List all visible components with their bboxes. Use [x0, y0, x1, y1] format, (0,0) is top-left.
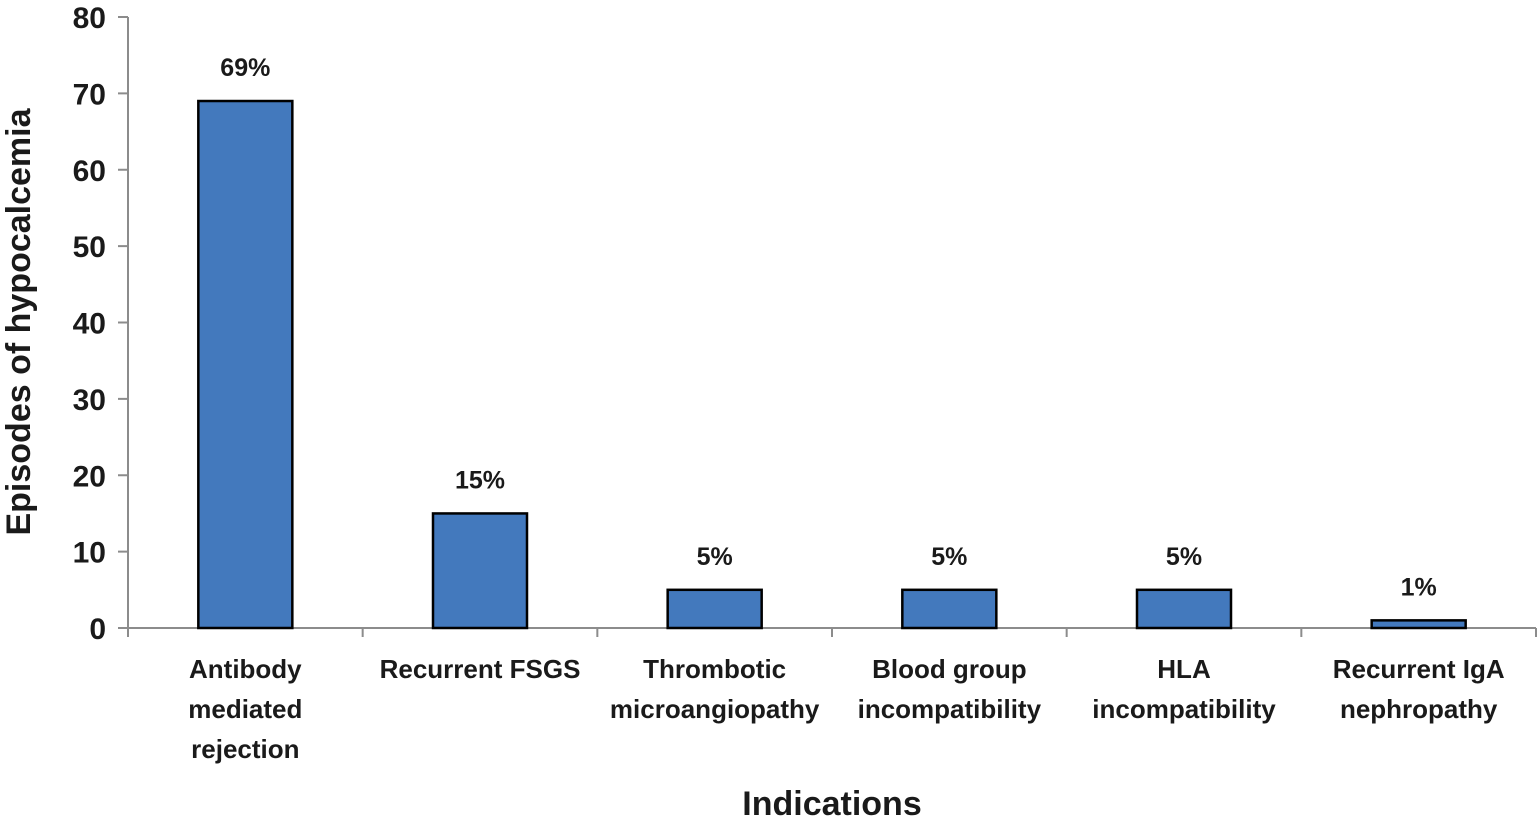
data-label: 5%: [1166, 543, 1202, 571]
data-label: 5%: [931, 543, 967, 571]
y-tick-label: 40: [73, 308, 106, 341]
x-tick-label: Recurrent FSGS: [380, 654, 581, 684]
x-tick-label: Thrombotic microangiopathy: [610, 654, 820, 724]
bar: [666, 588, 763, 630]
bar: [1135, 588, 1233, 630]
y-tick-label: 60: [73, 155, 106, 188]
bar: [431, 512, 529, 630]
bars: [197, 99, 1467, 630]
bar: [901, 588, 998, 630]
data-label: 5%: [697, 543, 733, 571]
x-tick-label: Recurrent IgA nephropathy: [1333, 654, 1505, 724]
x-tick-label: Antibody mediated rejection: [188, 654, 302, 764]
y-tick-label: 80: [73, 2, 106, 35]
data-label: 69%: [220, 54, 270, 82]
y-tick-label: 10: [73, 537, 106, 570]
bar: [1370, 619, 1467, 630]
y-tick-label: 20: [73, 460, 106, 493]
y-tick-label: 30: [73, 384, 106, 417]
x-axis-title: Indications: [742, 785, 921, 817]
y-tick-label: 70: [73, 78, 106, 111]
bar: [197, 99, 294, 630]
y-tick-label: 0: [89, 613, 106, 646]
data-label: 1%: [1401, 573, 1437, 601]
data-labels: 69% 15% 5% 5% 5% 1%: [220, 54, 1436, 601]
y-axis-title: Episodes of hypocalcemia: [0, 107, 38, 535]
y-axis: 0 10 20 30 40 50 60 70 80: [73, 2, 129, 646]
x-tick-label: Blood group incompatibility: [858, 654, 1042, 724]
data-label: 15%: [455, 466, 505, 494]
y-tick-label: 50: [73, 231, 106, 264]
x-axis: Antibody mediated rejection Recurrent FSGS T…: [127, 627, 1537, 764]
x-tick-label: HLA incompatibility: [1092, 654, 1276, 724]
